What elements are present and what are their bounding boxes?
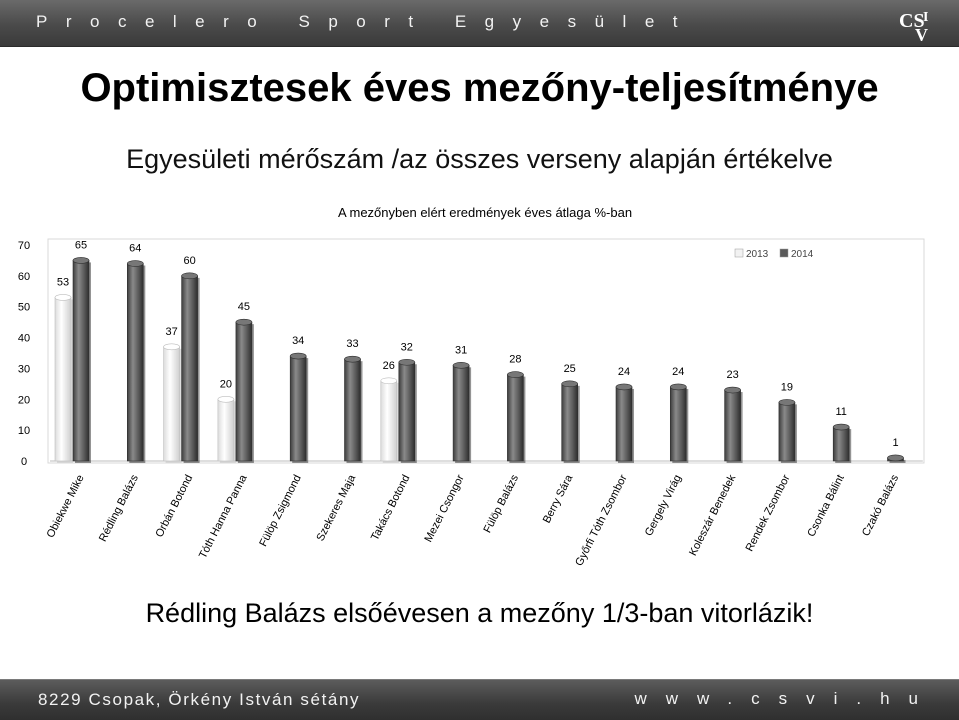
y-tick-label: 40 [18,333,30,345]
value-label-2014: 25 [564,363,576,375]
legend-label: 2014 [791,249,814,260]
y-tick-label: 20 [18,394,30,406]
bar-2014 [507,371,526,463]
bar-2014 [561,380,580,463]
value-label-2014: 64 [129,243,141,255]
legend-item: 2014 [779,248,814,260]
address-text: 8229 Csopak, Örkény István sétány [38,690,361,709]
value-label-2014: 11 [835,406,846,418]
y-tick-label: 60 [18,271,30,283]
bar-2014 [398,358,417,463]
value-label-2013: 53 [57,276,69,288]
website-link[interactable]: www.csvi.hu [634,689,937,708]
value-label-2014: 60 [183,255,195,267]
x-tick-label: Győrfi Tóth Zsombor [573,473,630,568]
bar-2014 [669,383,689,463]
value-label-2014: 24 [618,366,630,378]
value-label-2014: 45 [238,301,250,313]
value-label-2014: 31 [455,344,467,356]
y-tick-label: 50 [18,302,30,314]
x-tick-label: Gergely Virág [643,473,684,538]
x-tick-label: Czakó Balázs [860,472,901,538]
slide-title: Optimisztesek éves mezőny-teljesítménye [80,66,879,110]
y-tick-label: 0 [21,456,27,468]
value-label-2014: 65 [75,239,87,251]
bar-2014 [615,383,634,463]
legend-label: 2013 [746,249,769,260]
value-label-2013: 26 [383,360,395,372]
legend: 2013 2014 [734,248,814,260]
value-label-2014: 34 [292,335,304,347]
bottom-banner: 8229 Csopak, Örkény István sétány www.cs… [0,679,959,720]
y-tick-label: 30 [18,363,30,375]
top-banner: Procelero Sport Egyesület CS I V [0,0,959,47]
bar-2014 [344,355,363,463]
bar-2014 [72,257,91,463]
x-tick-label: Mezei Csongor [422,473,466,545]
bar-2014 [289,352,309,463]
bar-2013 [380,377,399,463]
legend-swatch [734,248,744,258]
svg-text:V: V [915,25,928,43]
x-axis-labels: Obiekwe Mike Rédling Balázs Orbán Botond Tó… [45,472,902,568]
bar-2014 [724,386,743,463]
slide-subtitle: Egyesületi mérőszám /az összes verseny a… [126,144,833,174]
bar-2014 [127,260,146,463]
bar-2014 [452,362,472,463]
x-tick-label: Rendek Zsombor [744,473,793,554]
x-tick-label: Szekeres Maja [314,472,358,543]
legend-swatch [779,248,789,258]
x-tick-label: Koleszár Benedek [687,472,738,557]
bar-2014 [181,272,200,463]
x-tick-label: Obiekwe Mike [45,473,87,540]
bar-2014 [235,318,254,463]
x-tick-label: Fülöp Balázs [482,472,522,535]
bar-2014 [887,454,906,463]
x-tick-label: Takács Botond [369,473,412,543]
value-label-2014: 23 [726,369,738,381]
value-label-2013: 20 [220,378,232,390]
x-tick-label: Rédling Balázs [97,472,141,543]
bar-2014 [832,423,852,463]
value-label-2014: 24 [672,366,684,378]
x-tick-label: Fülöp Zsigmond [257,473,304,549]
legend-item: 2013 [734,248,769,260]
chart-title: A mezőnyben elért eredmények éves átlaga… [338,205,632,220]
bar-2013 [217,395,236,463]
club-logo: CS I V [899,10,928,43]
svg-text:I: I [923,10,928,25]
bar-chart: A mezőnyben elért eredmények éves átlaga… [18,205,925,568]
x-tick-label: Berry Sára [541,472,576,525]
bars [50,257,923,463]
y-tick-label: 10 [18,425,30,437]
y-axis: 0 10 20 30 40 50 60 70 [18,240,30,468]
bar-2013 [54,294,73,463]
value-label-2014: 19 [781,381,793,393]
bar-2013 [163,343,182,463]
value-label-2013: 37 [165,326,177,338]
organization-name: Procelero Sport Egyesület [36,12,696,31]
value-label-2014: 1 [892,437,898,449]
y-tick-label: 70 [18,240,30,252]
x-tick-label: Csonka Bálint [805,473,847,539]
footer-tagline: Rédling Balázs elsőévesen a mezőny 1/3-b… [145,598,814,628]
x-tick-label: Orbán Botond [153,473,195,539]
value-label-2014: 32 [401,341,413,353]
value-label-2014: 28 [509,354,521,366]
value-label-2014: 33 [346,338,358,350]
svg-text:CS: CS [899,10,925,32]
bar-2014 [778,399,797,463]
x-tick-label: Tóth Hanna Panna [197,472,250,561]
